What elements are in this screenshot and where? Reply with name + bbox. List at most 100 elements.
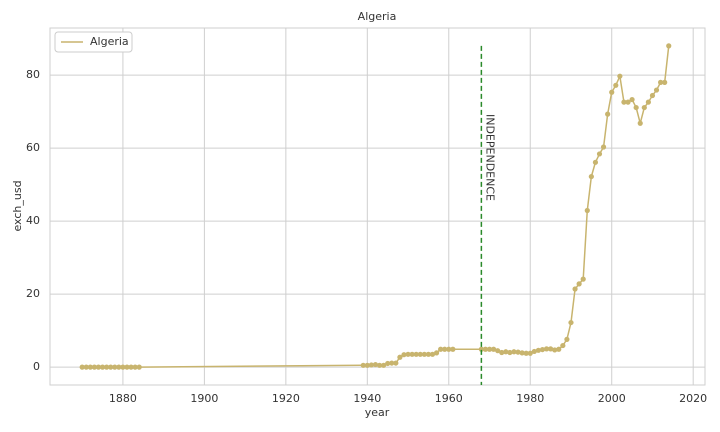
marker (548, 346, 554, 352)
marker (560, 342, 566, 349)
marker (433, 350, 440, 356)
marker (132, 364, 138, 370)
marker (405, 351, 411, 357)
plot-frame (49, 27, 706, 386)
marker (527, 350, 533, 356)
marker (653, 87, 660, 93)
x-axis-label: year (365, 406, 390, 419)
marker (95, 364, 102, 370)
marker (360, 362, 366, 368)
marker (572, 286, 578, 292)
marker (397, 354, 403, 360)
x-tick-label: 2020 (679, 392, 707, 405)
marker (417, 351, 423, 357)
legend-box (54, 31, 133, 53)
marker (645, 99, 651, 105)
y-tick-label: 20 (26, 287, 40, 300)
marker (507, 349, 513, 356)
marker (666, 43, 672, 49)
y-axis-label: exch_usd (11, 180, 24, 231)
marker (588, 173, 594, 180)
marker (637, 120, 643, 126)
marker (535, 347, 541, 353)
marker (421, 351, 427, 357)
marker (376, 362, 383, 368)
x-tick-label: 1980 (516, 392, 544, 405)
x-tick-label: 1920 (272, 392, 300, 405)
marker (413, 351, 419, 357)
marker (450, 346, 456, 352)
marker (503, 349, 509, 355)
line (82, 45, 670, 368)
marker (91, 364, 97, 370)
x-tick-label: 1880 (109, 392, 137, 405)
x-tick-label: 1960 (435, 392, 463, 405)
marker (539, 346, 546, 353)
marker (478, 346, 484, 352)
x-tick-label: 2000 (598, 392, 626, 405)
marker (490, 346, 497, 352)
chart-title: Algeria (358, 10, 397, 23)
marker (625, 99, 631, 105)
marker (576, 281, 582, 287)
marker (429, 351, 436, 357)
marker (482, 346, 489, 352)
marker (128, 364, 134, 370)
marker (511, 349, 517, 355)
y-tick-label: 60 (26, 141, 40, 154)
marker (108, 364, 114, 370)
marker (662, 79, 668, 85)
y-tick-label: 40 (26, 214, 40, 227)
marker (116, 364, 122, 370)
marker (442, 346, 448, 352)
marker (633, 104, 639, 111)
marker (446, 346, 452, 352)
marker (592, 159, 599, 165)
marker (580, 276, 586, 282)
marker (552, 347, 558, 353)
marker (136, 364, 142, 370)
marker (596, 151, 603, 157)
marker (112, 364, 118, 370)
marker (124, 364, 130, 370)
marker (87, 364, 93, 370)
marker (556, 346, 562, 352)
marker (584, 207, 590, 214)
y-tick-label: 0 (33, 360, 40, 373)
marker (393, 360, 399, 366)
marker (425, 351, 432, 357)
marker (499, 349, 505, 356)
marker (99, 364, 106, 370)
marker (120, 364, 126, 370)
marker (368, 362, 374, 368)
marker (543, 346, 550, 352)
x-tick-label: 1900 (190, 392, 218, 405)
marker (519, 350, 525, 356)
marker (641, 104, 647, 111)
x-tick-label: 1940 (353, 392, 381, 405)
marker (409, 351, 415, 357)
marker (364, 362, 370, 368)
marker (79, 364, 85, 370)
legend: Algeria (54, 31, 133, 53)
marker (104, 364, 110, 370)
marker (372, 361, 379, 368)
legend-label: Algeria (90, 35, 129, 48)
marker (385, 360, 391, 367)
marker (600, 144, 607, 150)
marker (605, 111, 611, 117)
marker (83, 364, 89, 370)
marker (617, 73, 623, 79)
y-tick-label: 80 (26, 68, 40, 81)
marker (515, 349, 521, 355)
marker (531, 348, 537, 355)
marker (486, 346, 493, 352)
marker (381, 362, 387, 368)
marker (389, 360, 395, 366)
marker (401, 352, 407, 358)
annotation-text: INDEPENDENCE (483, 114, 496, 201)
marker (568, 319, 574, 326)
marker (613, 82, 619, 88)
marker (649, 92, 656, 99)
